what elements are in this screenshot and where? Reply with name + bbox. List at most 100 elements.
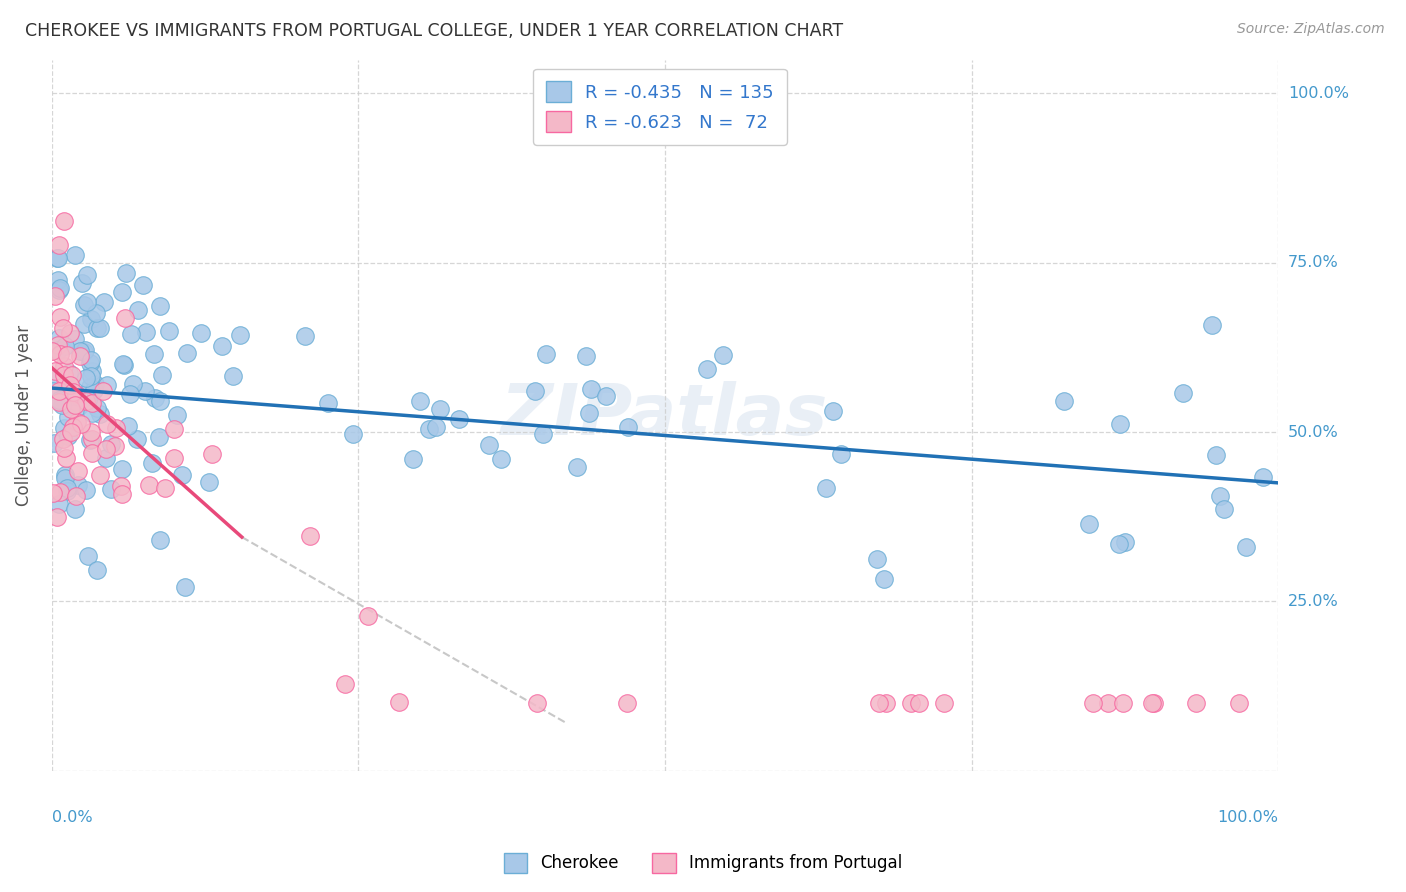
Point [1205, 448, 1227, 462]
Point [148, 430, 170, 444]
Point [62, 368, 84, 383]
Point [1142, 696, 1164, 710]
Point [63, 398, 86, 412]
Point [73, 343, 96, 357]
Point [1140, 696, 1163, 710]
Point [934, 696, 956, 710]
Point [112, 357, 135, 371]
Text: 0.0%: 0.0% [52, 810, 93, 825]
Point [62, 389, 84, 403]
Point [45, 510, 67, 524]
Point [157, 324, 180, 338]
Point [1234, 540, 1257, 554]
Point [80, 369, 103, 384]
Point [96, 442, 118, 457]
Point [67, 399, 90, 413]
Point [89, 407, 111, 421]
Point [42, 384, 65, 398]
Text: 100.0%: 100.0% [1218, 810, 1278, 825]
Point [65, 387, 87, 401]
Point [104, 438, 127, 452]
Point [222, 369, 245, 384]
Point [447, 412, 470, 426]
Point [80, 425, 103, 440]
Point [134, 384, 156, 398]
Point [342, 426, 364, 441]
Point [56, 484, 79, 499]
Point [425, 420, 447, 434]
Point [62, 419, 84, 434]
Point [86, 401, 108, 415]
Point [127, 302, 149, 317]
Point [48, 392, 70, 407]
Point [79, 352, 101, 367]
Point [1209, 489, 1232, 503]
Point [55, 450, 77, 465]
Point [53, 421, 76, 435]
Point [1253, 470, 1275, 484]
Point [75, 394, 97, 409]
Point [523, 384, 546, 399]
Point [198, 475, 221, 489]
Point [48, 331, 70, 345]
Point [100, 437, 122, 451]
Point [575, 349, 598, 363]
Point [48, 384, 70, 399]
Text: 75.0%: 75.0% [1288, 255, 1339, 270]
Point [79, 380, 101, 394]
Point [1201, 318, 1223, 333]
Point [52, 390, 75, 404]
Point [711, 347, 734, 361]
Point [60, 425, 83, 439]
Point [1185, 696, 1208, 710]
Point [62, 384, 84, 399]
Point [53, 339, 76, 353]
Point [83, 377, 105, 392]
Point [815, 481, 838, 495]
Point [53, 359, 76, 373]
Point [69, 349, 91, 363]
Point [56, 481, 79, 495]
Legend: Cherokee, Immigrants from Portugal: Cherokee, Immigrants from Portugal [498, 847, 908, 880]
Point [138, 478, 160, 492]
Point [96, 377, 118, 392]
Point [46, 251, 69, 265]
Point [84, 306, 107, 320]
Point [100, 482, 122, 496]
Point [579, 382, 602, 396]
Point [150, 368, 173, 383]
Point [163, 450, 186, 465]
Point [63, 332, 86, 346]
Point [114, 311, 136, 326]
Point [149, 533, 172, 548]
Point [1213, 502, 1236, 516]
Point [52, 368, 75, 382]
Point [122, 377, 145, 392]
Point [69, 343, 91, 358]
Point [76, 268, 98, 282]
Point [567, 460, 589, 475]
Point [48, 237, 70, 252]
Text: 25.0%: 25.0% [1288, 594, 1339, 609]
Point [48, 485, 70, 500]
Point [79, 356, 101, 370]
Point [46, 338, 69, 352]
Point [46, 343, 69, 357]
Point [63, 502, 86, 516]
Legend: R = -0.435   N = 135, R = -0.623   N =  72: R = -0.435 N = 135, R = -0.623 N = 72 [533, 69, 786, 145]
Point [59, 399, 82, 413]
Point [409, 394, 432, 409]
Point [96, 417, 118, 431]
Point [117, 419, 139, 434]
Point [900, 696, 922, 710]
Point [616, 696, 638, 710]
Point [134, 326, 156, 340]
Point [141, 456, 163, 470]
Point [526, 696, 548, 710]
Point [111, 462, 134, 476]
Point [80, 446, 103, 460]
Point [1171, 385, 1194, 400]
Point [70, 417, 93, 431]
Point [66, 415, 89, 429]
Point [56, 409, 79, 424]
